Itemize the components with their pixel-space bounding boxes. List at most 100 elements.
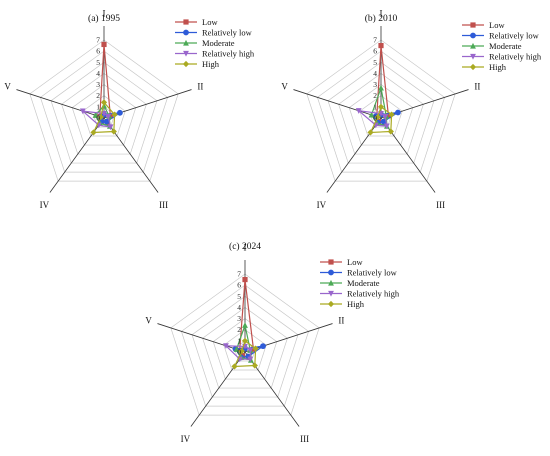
marker-circle: [395, 109, 401, 116]
axis-label: V: [281, 82, 288, 92]
panel-title: (c) 2024: [229, 241, 261, 252]
axis-label: IV: [317, 200, 327, 210]
radial-tick-label: 6: [373, 47, 377, 56]
marker-diamond: [110, 128, 117, 135]
axis-spoke: [157, 323, 246, 353]
axis-label: II: [338, 316, 344, 326]
radial-tick-label: 7: [237, 270, 241, 279]
grid-ring: [170, 273, 320, 416]
legend-label: Low: [347, 257, 363, 267]
legend-label: Relatively low: [202, 28, 253, 38]
marker-square: [385, 112, 392, 119]
marker-circle: [183, 29, 189, 36]
marker-diamond: [251, 362, 258, 369]
marker-triangle-down: [105, 114, 112, 120]
marker-square: [470, 22, 476, 28]
radial-tick-label: 0: [96, 114, 100, 123]
axis-label: I: [380, 9, 383, 19]
marker-diamond: [111, 111, 118, 118]
legend-label: High: [202, 59, 220, 69]
marker-triangle: [233, 346, 240, 352]
marker-triangle: [328, 279, 334, 286]
marker-triangle-down: [247, 347, 254, 354]
marker-diamond: [377, 103, 385, 110]
radial-tick-label: 4: [373, 69, 377, 78]
panel-title: (a) 1995: [88, 13, 120, 24]
grid-ring: [223, 329, 267, 371]
radial-tick-label: 0: [237, 348, 241, 357]
marker-triangle-down: [383, 123, 390, 130]
marker-diamond: [367, 129, 374, 136]
axis-spoke: [244, 323, 333, 353]
marker-triangle-down: [79, 108, 86, 115]
grid-ring: [338, 72, 424, 155]
legend-label: Low: [489, 20, 505, 30]
radial-tick-label: 5: [237, 292, 241, 301]
legend-label: Moderate: [202, 38, 235, 48]
radial-tick-label: 6: [96, 47, 100, 56]
radial-tick-label: 3: [237, 314, 241, 323]
radial-tick-label: 1: [237, 336, 241, 345]
series-line-low: [99, 44, 111, 124]
marker-diamond: [231, 363, 238, 370]
marker-triangle-down: [470, 53, 476, 60]
axis-label: III: [300, 434, 309, 444]
marker-diamond: [97, 113, 104, 121]
grid-ring: [306, 39, 456, 182]
series-line-moderate: [370, 85, 388, 127]
axis-label: II: [197, 82, 203, 92]
radial-tick-label: 5: [373, 58, 377, 67]
axis-label: IV: [40, 200, 50, 210]
marker-triangle-down: [223, 343, 229, 349]
radial-tick-label: 7: [96, 36, 100, 45]
marker-diamond: [241, 337, 249, 344]
radial-tick-label: 3: [96, 80, 100, 89]
marker-triangle: [242, 322, 248, 328]
axis-label: I: [103, 9, 106, 19]
radial-tick-label: 2: [96, 91, 100, 100]
marker-diamond: [374, 113, 381, 121]
grid-ring: [40, 50, 168, 173]
radial-tick-label: 2: [373, 91, 377, 100]
legend-label: High: [489, 62, 507, 72]
marker-circle: [103, 118, 110, 125]
radial-tick-label: 7: [373, 36, 377, 45]
radial-tick-label: 4: [96, 69, 100, 78]
axis-label: III: [436, 200, 445, 210]
radial-tick-label: 3: [373, 80, 377, 89]
grid-ring: [50, 61, 158, 164]
marker-square: [101, 41, 107, 48]
marker-circle: [328, 269, 334, 276]
legend-label: Moderate: [347, 278, 380, 288]
marker-square: [328, 259, 334, 265]
marker-triangle: [378, 84, 384, 91]
legend-label: Relatively high: [347, 289, 400, 299]
marker-triangle-down: [382, 114, 389, 120]
axis-label: IV: [181, 434, 191, 444]
panel-title: (b) 2010: [365, 13, 398, 24]
marker-square: [242, 276, 248, 283]
radial-tick-label: 2: [237, 325, 241, 334]
grid-ring: [327, 61, 435, 164]
grid-ring: [359, 95, 403, 137]
axis-label: V: [4, 82, 11, 92]
grid-ring: [212, 318, 278, 380]
legend-label: Moderate: [489, 41, 522, 51]
marker-circle: [260, 343, 266, 350]
marker-circle: [380, 118, 387, 125]
legend-label: Low: [202, 17, 218, 27]
marker-diamond: [100, 99, 108, 106]
grid-ring: [61, 72, 147, 155]
legend-label: Relatively low: [489, 31, 540, 41]
legend-label: Relatively high: [489, 52, 542, 62]
marker-triangle-down: [101, 110, 107, 117]
grid-ring: [29, 39, 179, 182]
marker-triangle: [92, 112, 99, 118]
radial-tick-label: 1: [96, 102, 100, 111]
